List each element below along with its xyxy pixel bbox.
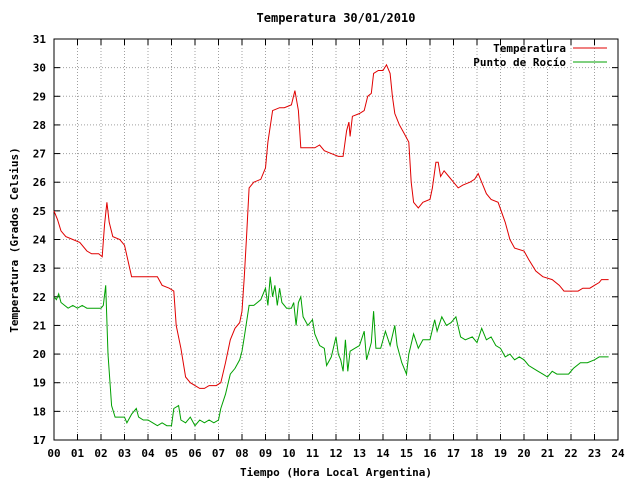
- y-tick-label: 25: [33, 205, 46, 218]
- grid-layer: [54, 39, 618, 440]
- tick-labels: 17 18 19 20 21 22 23 24 25 26 27 28 29 30 31 00 01 02 03 04…: [33, 33, 625, 460]
- y-tick-label: 29: [33, 90, 46, 103]
- x-tick-label: 06: [188, 447, 202, 460]
- x-tick-label: 13: [353, 447, 366, 460]
- x-tick-label: 16: [423, 447, 437, 460]
- chart-title: Temperatura 30/01/2010: [256, 11, 416, 25]
- y-tick-label: 28: [33, 119, 46, 132]
- y-tick-label: 17: [33, 434, 46, 447]
- x-tick-label: 21: [541, 447, 555, 460]
- x-axis-label: Tiempo (Hora Local Argentina): [240, 466, 432, 479]
- x-tick-label: 04: [141, 447, 155, 460]
- y-tick-label: 30: [33, 62, 46, 75]
- y-tick-label: 24: [33, 234, 47, 247]
- x-tick-label: 05: [165, 447, 178, 460]
- plot-border: [53, 38, 619, 441]
- x-tick-label: 07: [212, 447, 225, 460]
- legend-label-temperatura: Temperatura: [493, 42, 566, 55]
- y-tick-label: 20: [33, 348, 46, 361]
- x-tick-label: 03: [118, 447, 131, 460]
- x-tick-label: 17: [447, 447, 460, 460]
- plot-frame: [53, 38, 619, 441]
- x-tick-label: 12: [329, 447, 342, 460]
- y-tick-label: 18: [33, 405, 46, 418]
- x-tick-label: 11: [306, 447, 320, 460]
- x-tick-label: 10: [282, 447, 295, 460]
- y-tick-label: 22: [33, 291, 46, 304]
- y-tick-label: 19: [33, 377, 46, 390]
- x-tick-label: 08: [235, 447, 248, 460]
- x-tick-label: 23: [588, 447, 601, 460]
- y-axis-label: Temperatura (Grados Celsius): [8, 147, 21, 332]
- x-tick-label: 19: [494, 447, 507, 460]
- y-tick-label: 31: [33, 33, 47, 46]
- x-tick-label: 01: [71, 447, 85, 460]
- x-tick-label: 20: [517, 447, 530, 460]
- series-line-punto-de-rocio: [53, 276, 609, 427]
- legend-label-punto-de-rocio: Punto de Rocío: [473, 56, 566, 69]
- x-tick-label: 02: [94, 447, 107, 460]
- x-tick-label: 09: [259, 447, 272, 460]
- x-tick-label: 14: [376, 447, 390, 460]
- x-tick-label: 22: [564, 447, 577, 460]
- x-tick-label: 15: [400, 447, 413, 460]
- y-tick-label: 26: [33, 176, 47, 189]
- x-tick-label: 00: [47, 447, 60, 460]
- series-layer: [53, 63, 609, 427]
- y-tick-label: 23: [33, 262, 46, 275]
- x-tick-label: 24: [611, 447, 625, 460]
- y-tick-label: 21: [33, 319, 47, 332]
- series-line-temperatura: [53, 63, 609, 389]
- y-tick-label: 27: [33, 148, 46, 161]
- x-tick-label: 18: [470, 447, 483, 460]
